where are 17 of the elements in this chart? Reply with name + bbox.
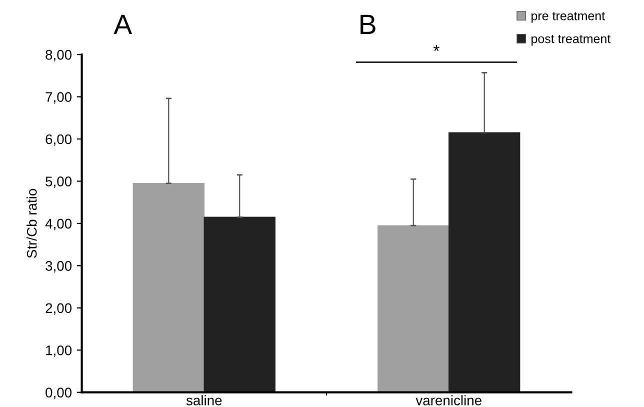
legend-label: pre treatment: [532, 12, 605, 23]
x-tick-label: saline: [186, 395, 222, 406]
y-tick-label: 3,00: [46, 261, 72, 272]
y-tick-label: 7,00: [46, 92, 72, 104]
text: B: [360, 14, 376, 34]
y-tick-label: 2,00: [46, 303, 72, 315]
y-tick-label: 8,00: [46, 50, 72, 62]
y-tick-label: 0,00: [46, 388, 72, 400]
y-tick-label: 5,00: [46, 176, 72, 188]
text: *: [433, 45, 440, 51]
text: A: [114, 14, 132, 34]
y-axis-title: Str/Cb ratio: [26, 188, 37, 258]
y-tick-label: 1,00: [46, 345, 72, 357]
y-tick-label: 4,00: [45, 218, 72, 230]
y-tick-label: 6,00: [46, 134, 72, 146]
legend-label: post treatment: [532, 34, 611, 46]
x-tick-label: varenicline: [416, 395, 482, 406]
